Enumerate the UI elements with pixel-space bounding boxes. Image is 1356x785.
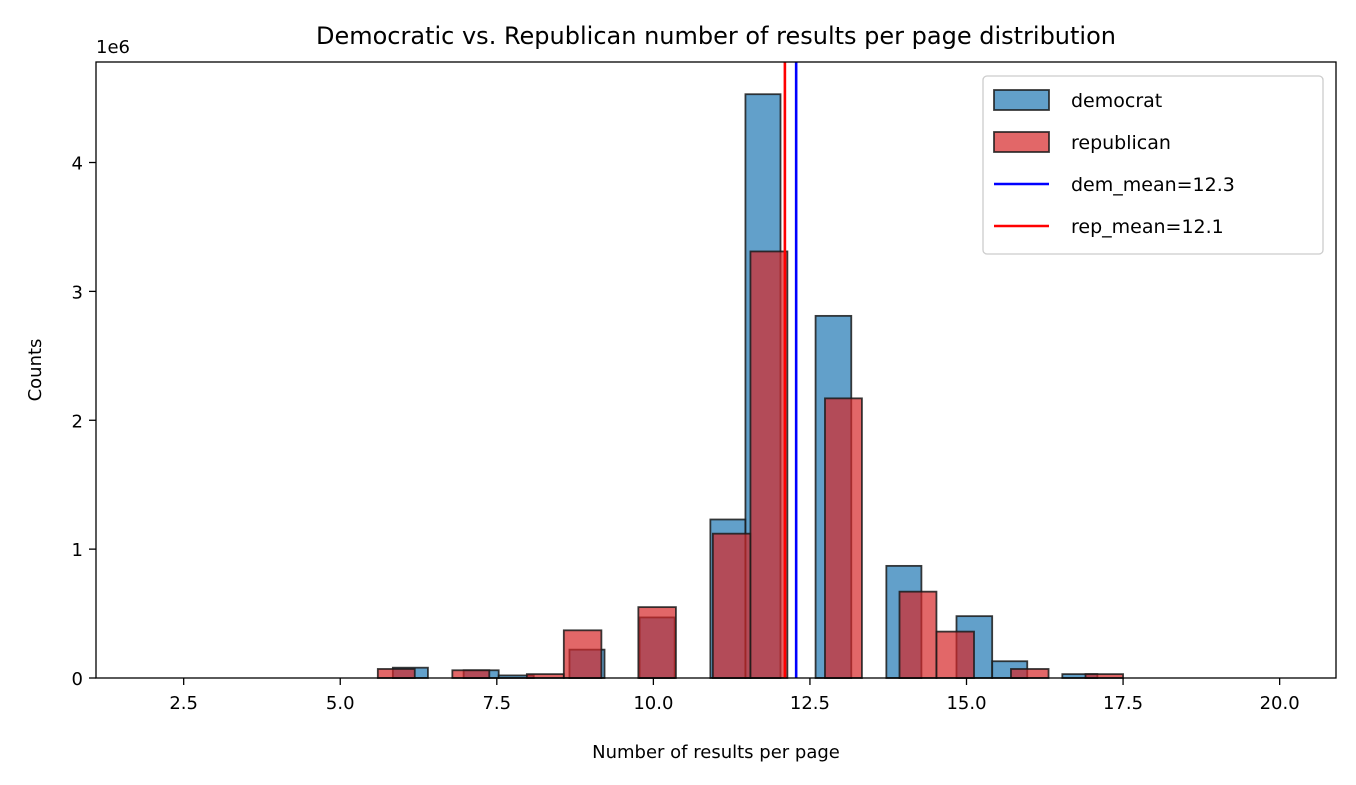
y-tick-label: 1 bbox=[72, 540, 83, 561]
x-tick-label: 2.5 bbox=[169, 693, 198, 714]
y-tick-label: 0 bbox=[72, 669, 83, 690]
republican-bar bbox=[824, 397, 863, 679]
republican-bar bbox=[376, 668, 416, 679]
plot-frame bbox=[95, 61, 1337, 679]
legend: democrat republican dem_mean=12.3 rep_mean=… bbox=[982, 75, 1324, 255]
x-tick-label: 12.5 bbox=[790, 693, 830, 714]
x-tick-label: 20.0 bbox=[1260, 693, 1300, 714]
republican-bar bbox=[749, 250, 789, 679]
republican-bar bbox=[451, 669, 491, 679]
legend-label-rep-mean: rep_mean=12.1 bbox=[1071, 216, 1224, 238]
legend-label-democrat: democrat bbox=[1071, 90, 1162, 112]
republican-bar bbox=[898, 590, 938, 679]
x-tick-label: 17.5 bbox=[1103, 693, 1143, 714]
legend-swatch-democrat bbox=[993, 89, 1050, 111]
x-tick-label: 7.5 bbox=[482, 693, 511, 714]
republican-bar bbox=[711, 532, 752, 679]
y-tick-label: 2 bbox=[72, 411, 83, 432]
x-tick-label: 15.0 bbox=[946, 693, 986, 714]
x-tick-label: 5.0 bbox=[326, 693, 355, 714]
republican-bar bbox=[1010, 668, 1050, 679]
republican-bar bbox=[935, 630, 975, 679]
y-tick-label: 3 bbox=[72, 282, 83, 303]
ticks-layer: 2.5 5.0 7.5 10.0 12.5 15.0 17.5 20.0 0 1 2 3 4 bbox=[72, 154, 1300, 714]
republican-bar bbox=[637, 606, 677, 679]
mean-lines-layer bbox=[783, 62, 798, 678]
x-tick-label: 10.0 bbox=[633, 693, 673, 714]
chart-title: Democratic vs. Republican number of resu… bbox=[316, 22, 1116, 50]
bars-layer bbox=[376, 93, 1124, 679]
legend-label-dem-mean: dem_mean=12.3 bbox=[1071, 174, 1235, 196]
series-republican bbox=[376, 250, 1124, 679]
legend-box bbox=[982, 75, 1324, 255]
y-scale-label: 1e6 bbox=[96, 37, 130, 58]
y-tick-label: 4 bbox=[72, 154, 83, 175]
legend-label-republican: republican bbox=[1071, 132, 1171, 154]
y-axis-label: Counts bbox=[25, 339, 46, 402]
legend-swatch-republican bbox=[993, 131, 1050, 153]
x-axis-label: Number of results per page bbox=[592, 742, 840, 763]
republican-bar bbox=[562, 629, 603, 679]
